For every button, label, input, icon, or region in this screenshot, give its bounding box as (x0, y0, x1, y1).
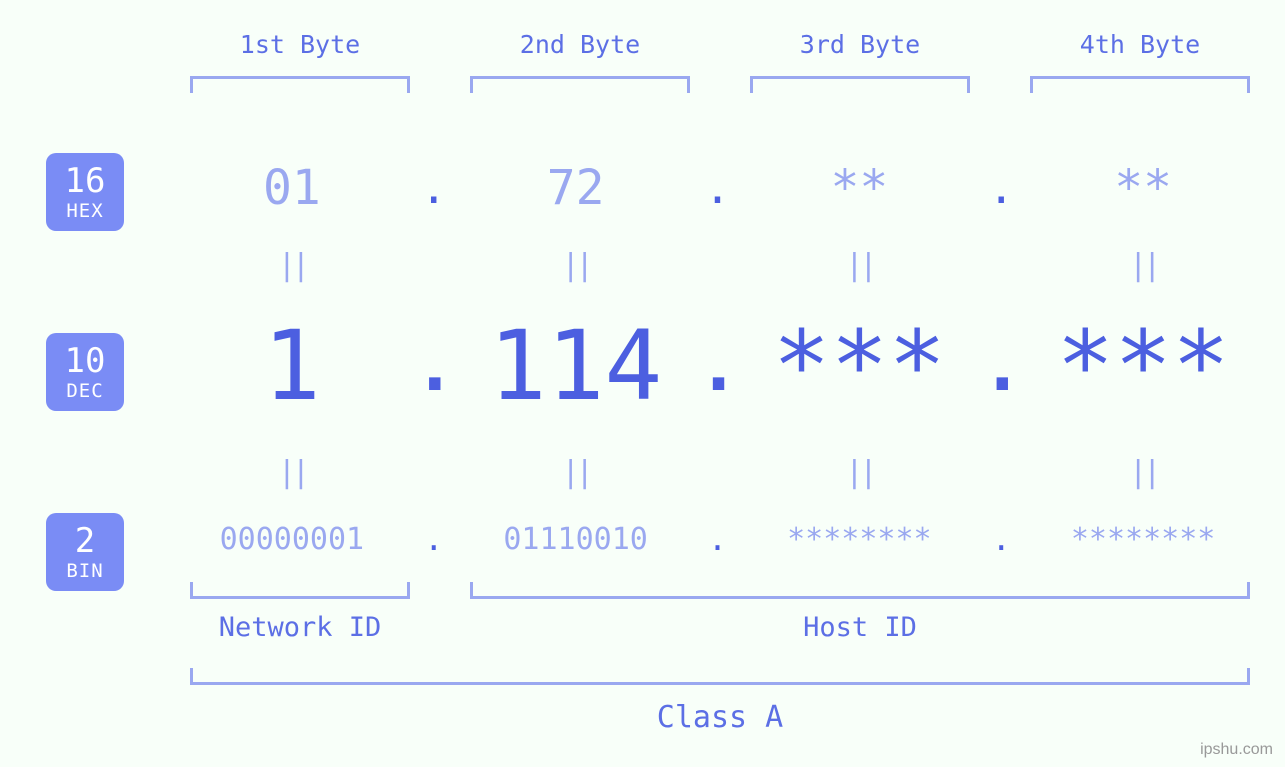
byte-header-1: 1st Byte (185, 30, 415, 59)
byte-header-2: 2nd Byte (465, 30, 695, 59)
dec-dot-2: . (698, 325, 738, 407)
bin-byte-3: ******** (738, 522, 982, 557)
eq-7: || (738, 455, 982, 490)
byte-bracket-3 (750, 76, 970, 93)
host-id-label: Host ID (470, 612, 1250, 643)
bin-byte-1: 00000001 (170, 522, 414, 557)
dec-byte-3: *** (738, 310, 982, 422)
badge-bin: 2 BIN (46, 513, 124, 591)
hex-byte-4: ** (1021, 160, 1265, 216)
hex-byte-1: 01 (170, 160, 414, 216)
eq-6: || (454, 455, 698, 490)
eq-5: || (170, 455, 414, 490)
hex-dot-3: . (981, 163, 1021, 214)
hex-byte-2: 72 (454, 160, 698, 216)
badge-hex: 16 HEX (46, 153, 124, 231)
dec-byte-1: 1 (170, 310, 414, 422)
badge-bin-label: BIN (66, 562, 103, 581)
bin-byte-4: ******** (1021, 522, 1265, 557)
network-bracket (190, 582, 410, 599)
eq-3: || (738, 248, 982, 283)
network-id-label: Network ID (190, 612, 410, 643)
bin-dot-3: . (981, 520, 1021, 558)
equals-row-dec-bin: || || || || (170, 455, 1265, 490)
hex-row: 01 . 72 . ** . ** (170, 160, 1265, 216)
host-bracket (470, 582, 1250, 599)
badge-hex-label: HEX (66, 202, 103, 221)
eq-8: || (1021, 455, 1265, 490)
class-bracket (190, 668, 1250, 685)
dec-row: 1 . 114 . *** . *** (170, 310, 1265, 422)
bin-row: 00000001 . 01110010 . ******** . *******… (170, 520, 1265, 558)
byte-header-4: 4th Byte (1025, 30, 1255, 59)
byte-bracket-4 (1030, 76, 1250, 93)
class-label: Class A (190, 700, 1250, 735)
bin-dot-2: . (698, 520, 738, 558)
dec-byte-4: *** (1021, 310, 1265, 422)
badge-dec-label: DEC (66, 382, 103, 401)
watermark: ipshu.com (1200, 741, 1273, 759)
dec-dot-1: . (414, 325, 454, 407)
badge-dec: 10 DEC (46, 333, 124, 411)
eq-2: || (454, 248, 698, 283)
dec-dot-3: . (981, 325, 1021, 407)
badge-dec-num: 10 (65, 344, 106, 378)
hex-dot-1: . (414, 163, 454, 214)
byte-bracket-2 (470, 76, 690, 93)
hex-dot-2: . (698, 163, 738, 214)
byte-header-3: 3rd Byte (745, 30, 975, 59)
bin-dot-1: . (414, 520, 454, 558)
byte-bracket-1 (190, 76, 410, 93)
badge-hex-num: 16 (65, 164, 106, 198)
dec-byte-2: 114 (454, 310, 698, 422)
eq-1: || (170, 248, 414, 283)
eq-4: || (1021, 248, 1265, 283)
equals-row-hex-dec: || || || || (170, 248, 1265, 283)
hex-byte-3: ** (738, 160, 982, 216)
badge-bin-num: 2 (75, 524, 95, 558)
bin-byte-2: 01110010 (454, 522, 698, 557)
